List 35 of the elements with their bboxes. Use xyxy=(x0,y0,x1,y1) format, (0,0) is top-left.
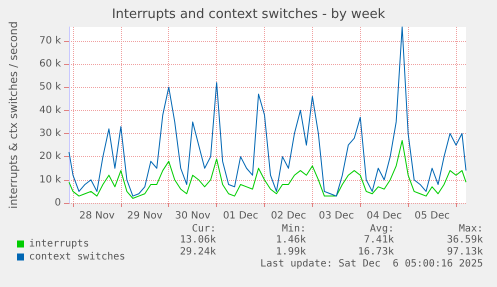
y-tick-label: 10 k xyxy=(39,174,62,186)
text: Avg: xyxy=(370,224,394,234)
text: 1.46k xyxy=(276,234,306,246)
y-axis-title: interrupts & ctx switches / second xyxy=(7,21,20,209)
legend-label: interrupts xyxy=(29,238,90,250)
y-tick-label: 50 k xyxy=(39,82,62,93)
y-tick-label: 20 k xyxy=(39,151,62,162)
text: 13.06k xyxy=(180,234,216,246)
legend-label: context switches xyxy=(29,252,126,262)
text: Last update: Sat Dec 6 05:00:16 2025 xyxy=(260,258,483,270)
text: Min: xyxy=(282,224,306,234)
x-tick-label: 02 Dec xyxy=(270,210,306,222)
y-tick-label: 30 k xyxy=(39,128,62,140)
text: 7.41k xyxy=(364,234,394,246)
x-tick-label: 01 Dec xyxy=(222,210,258,222)
text: Cur: xyxy=(192,224,216,234)
text: 16.73k xyxy=(358,246,394,258)
text: 36.59k xyxy=(446,234,483,246)
x-tick-label: 30 Nov xyxy=(174,210,210,222)
chart-title: Interrupts and context switches - by week xyxy=(112,7,386,22)
line-series xyxy=(68,140,466,199)
line-series xyxy=(68,26,466,197)
x-tick-label: 28 Nov xyxy=(79,210,115,222)
y-tick-label: 70 k xyxy=(39,35,62,46)
text: 29.24k xyxy=(180,246,216,258)
x-tick-label: 04 Dec xyxy=(366,210,402,222)
text: 97.13k xyxy=(446,246,483,258)
x-tick-label: 29 Nov xyxy=(127,210,163,222)
y-tick-label: 0 xyxy=(54,198,61,208)
text: Max: xyxy=(458,224,483,234)
text: 1.99k xyxy=(276,246,306,258)
x-tick-label: 05 Dec xyxy=(414,210,450,222)
x-tick-label: 03 Dec xyxy=(318,210,354,222)
y-tick-label: 40 k xyxy=(39,104,62,116)
y-tick-label: 60 k xyxy=(39,58,62,70)
